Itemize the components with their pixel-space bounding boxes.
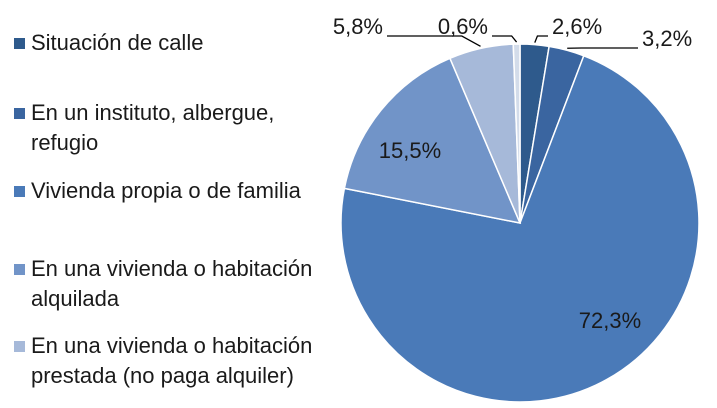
legend-label: En un instituto, albergue, refugio (31, 100, 275, 155)
legend-label: Situación de calle (31, 30, 204, 55)
legend-label: En una vivienda o habitación alquilada (31, 256, 313, 311)
data-label: 2,6% (552, 14, 602, 39)
legend-swatch (14, 341, 25, 352)
legend-swatch (14, 108, 25, 119)
data-label: 5,8% (333, 14, 383, 39)
legend-swatch (14, 186, 25, 197)
legend-item: En una vivienda o habitación prestada (n… (14, 331, 314, 391)
legend-item: En una vivienda o habitación alquilada (14, 254, 314, 314)
data-label: 72,3% (579, 308, 641, 333)
pie-slice (340, 54, 700, 403)
legend-label: Vivienda propia o de familia (31, 178, 301, 203)
leader-line (492, 35, 518, 43)
leader-line (534, 35, 548, 43)
pie-slice (343, 57, 522, 225)
leader-line (387, 35, 481, 47)
data-label: 3,2% (642, 26, 692, 51)
data-label: 15,5% (379, 138, 441, 163)
legend-item: En un instituto, albergue, refugio (14, 98, 314, 158)
legend-label: En una vivienda o habitación prestada (n… (31, 333, 313, 388)
legend-swatch (14, 264, 25, 275)
data-label: 0,6% (438, 14, 488, 39)
legend-item: Vivienda propia o de familia (14, 176, 314, 206)
legend-item: Situación de calle (14, 28, 314, 58)
legend-swatch (14, 38, 25, 49)
pie-slice (512, 43, 521, 224)
